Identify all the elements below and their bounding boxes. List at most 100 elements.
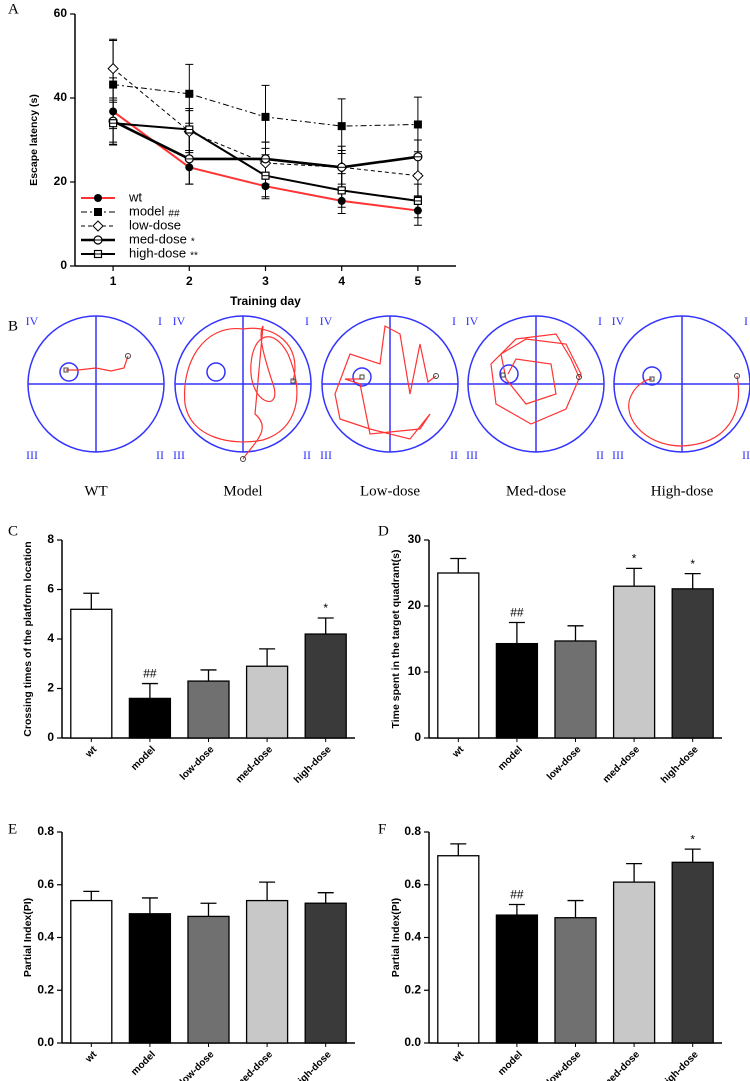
x-tick-label: wt [83, 744, 100, 761]
marker [93, 249, 103, 259]
quadrant-label: II [596, 448, 604, 462]
significance-mark: * [690, 557, 695, 571]
error-bar [83, 592, 100, 610]
x-tick-label: low-dose [178, 1049, 217, 1081]
quadrant-label: I [305, 314, 309, 328]
error-bar [141, 897, 158, 914]
quadrant-label: I [452, 314, 456, 328]
marker [413, 196, 422, 205]
marker [337, 196, 346, 205]
bar [304, 902, 347, 1044]
y-tick-label: 0.4 [37, 930, 54, 944]
y-tick-label: 0.6 [404, 877, 421, 891]
bar [671, 861, 714, 1044]
x-tick-label: 4 [338, 274, 345, 288]
marker [185, 163, 194, 172]
y-tick-label: 6 [47, 582, 54, 596]
panel-letter: A [8, 1, 19, 17]
x-tick-label: 1 [110, 274, 117, 288]
legend-note: * [191, 237, 195, 248]
marker-shape [261, 112, 270, 121]
bar [245, 665, 289, 739]
legend-label: med-dose [129, 231, 187, 246]
quadrant-label: II [156, 448, 164, 462]
bar [495, 914, 539, 1044]
significance-mark: ## [510, 606, 524, 620]
marker [261, 171, 270, 180]
error-bar [567, 625, 584, 641]
panel-letter: F [378, 821, 386, 837]
error-bar [141, 682, 158, 699]
x-axis-label: Training day [230, 294, 301, 308]
marker-shape [109, 80, 118, 89]
bar [554, 640, 597, 739]
y-axis-label: Partial Index(PI) [390, 898, 402, 977]
bar [437, 572, 480, 739]
error-bar [317, 892, 334, 904]
error-bar [83, 890, 100, 901]
marker [261, 112, 270, 121]
x-tick-label: 3 [262, 274, 269, 288]
marker [92, 220, 104, 232]
marker-shape [94, 208, 102, 216]
quadrant-label: III [612, 448, 624, 462]
y-tick-label: 0.2 [404, 982, 421, 996]
y-tick-label: 8 [47, 532, 54, 546]
bar [437, 855, 480, 1044]
maze-label: WT [84, 483, 107, 499]
maze-panel [27, 315, 750, 462]
marker [109, 107, 118, 116]
error-bar [684, 573, 701, 589]
quadrant-label: II [450, 448, 458, 462]
x-tick-label: med-dose [234, 1049, 275, 1081]
error-bar [567, 899, 584, 918]
quadrant-label: II [303, 448, 311, 462]
y-tick-label: 10 [408, 664, 422, 678]
marker [107, 62, 119, 75]
marker [413, 120, 422, 129]
marker-shape [185, 163, 194, 172]
quadrant-label: III [320, 448, 332, 462]
legend-label: high-dose [129, 245, 186, 260]
x-tick-label: model [129, 1049, 158, 1078]
significance-mark: ## [143, 667, 157, 681]
bar [554, 917, 597, 1044]
x-tick-label: wt [450, 744, 467, 761]
bar [612, 881, 656, 1044]
marker [260, 154, 271, 164]
marker-shape [413, 206, 422, 215]
maze [174, 315, 312, 462]
y-tick-label: 30 [408, 532, 422, 546]
quadrant-label: II [742, 448, 750, 462]
panel-letter: B [8, 318, 18, 334]
x-tick-label: high-dose [659, 1049, 701, 1081]
x-tick-label: high-dose [659, 744, 701, 786]
y-axis-label: Escape latency (s) [28, 94, 40, 186]
y-tick-label: 0.8 [404, 824, 421, 838]
quadrant-label: I [598, 314, 602, 328]
bar [612, 585, 656, 739]
error-bar [626, 567, 643, 587]
marker-shape [337, 122, 346, 131]
x-tick-label: med-dose [234, 744, 275, 785]
marker-shape [107, 62, 119, 75]
marker [184, 154, 194, 164]
series-line [112, 68, 418, 177]
y-tick-label: 0.0 [404, 1035, 421, 1049]
marker [337, 122, 346, 131]
y-tick-label: 0 [47, 730, 54, 744]
bar [128, 697, 172, 739]
y-tick-label: 0.8 [37, 824, 54, 838]
y-tick-label: 2 [47, 681, 54, 695]
marker [94, 208, 102, 216]
marker-shape [261, 182, 270, 191]
x-tick-label: wt [450, 1049, 467, 1066]
marker [93, 235, 103, 245]
error-bar [450, 557, 467, 573]
quadrant-label: III [466, 448, 478, 462]
quadrant-label: III [173, 448, 185, 462]
y-axis-label: Time spent in the target quadrant(s) [390, 550, 402, 729]
x-tick-label: 5 [415, 274, 422, 288]
maze [27, 315, 165, 453]
quadrant-label: IV [26, 314, 39, 328]
